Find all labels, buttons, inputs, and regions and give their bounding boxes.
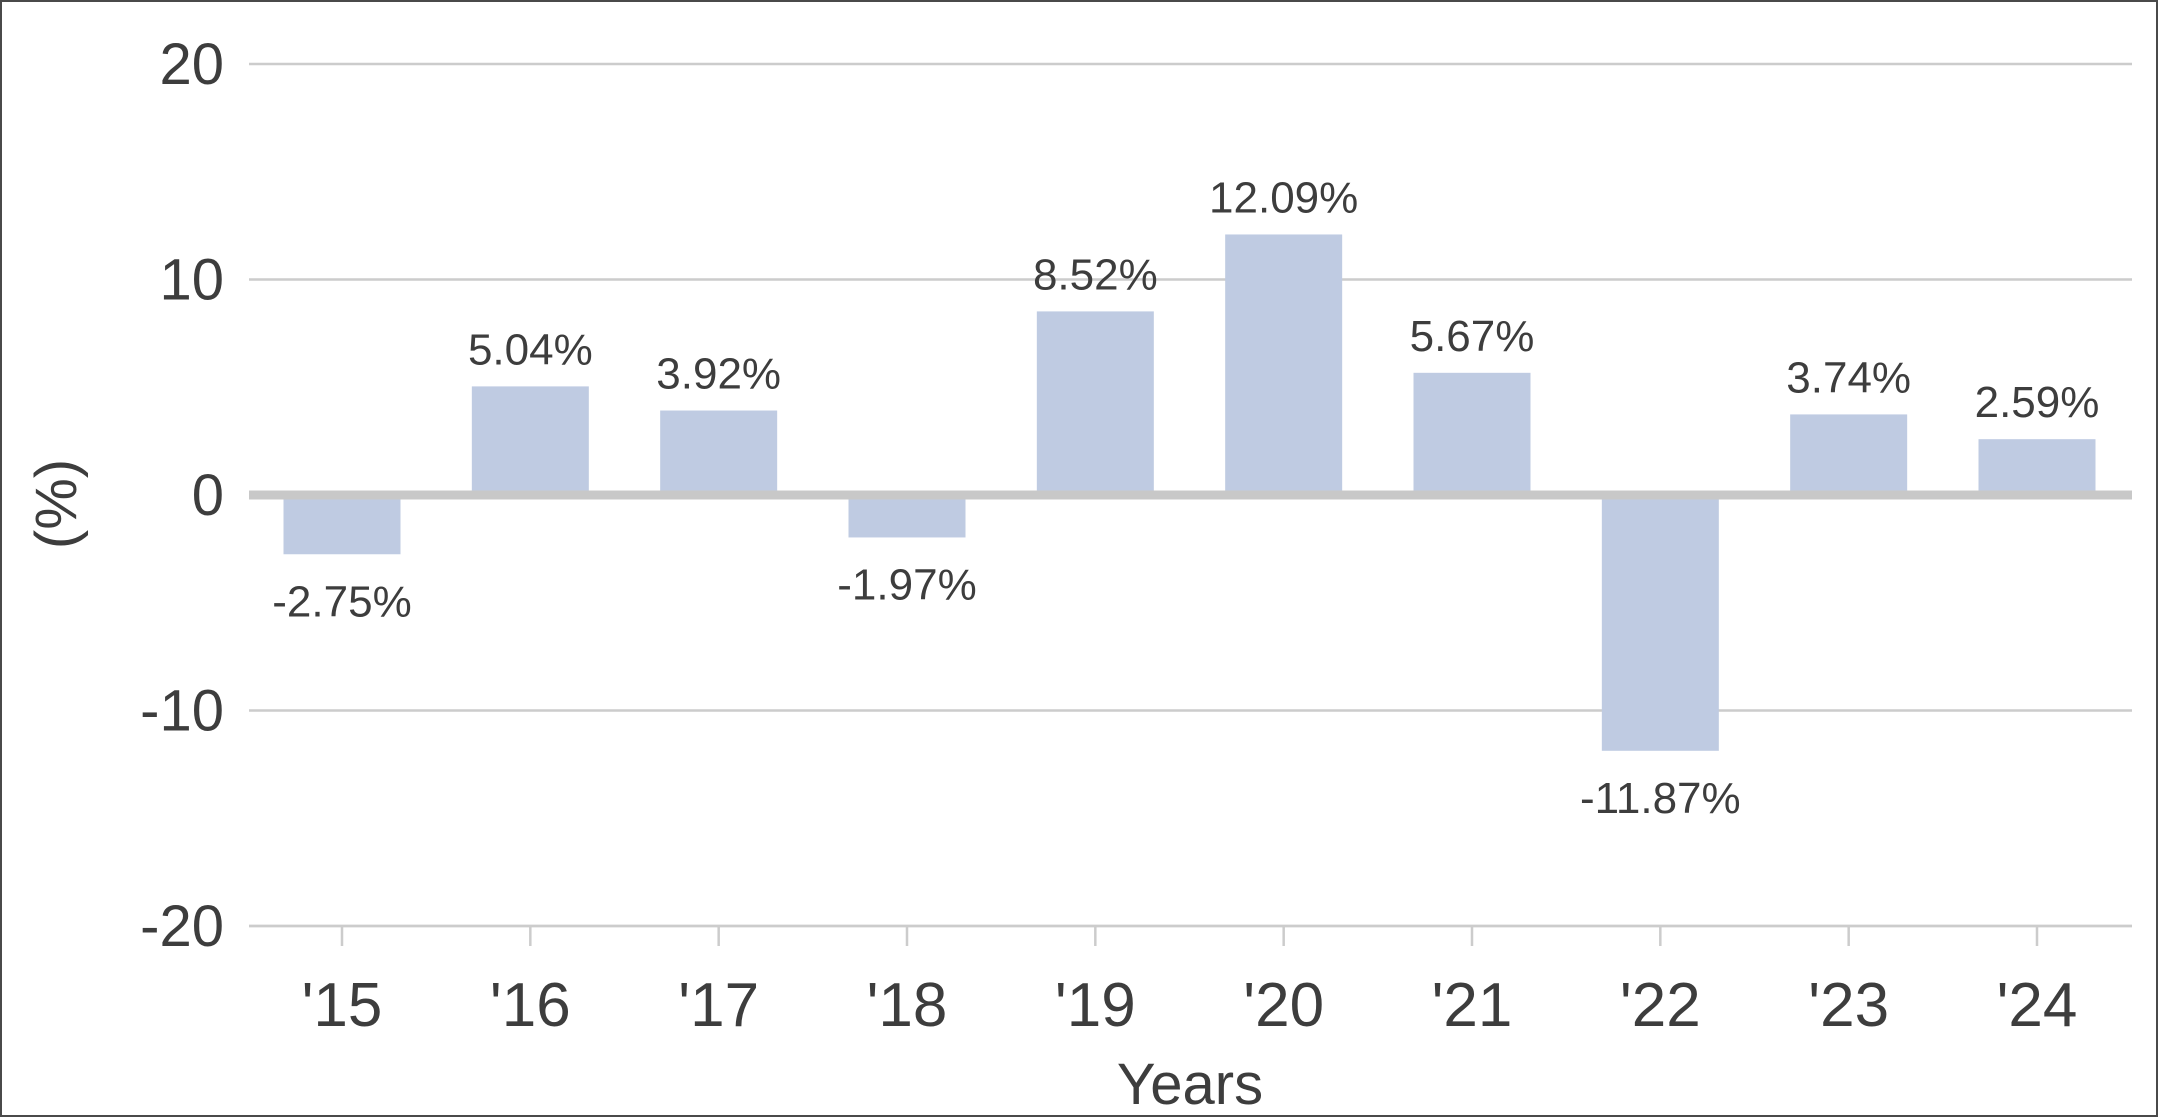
y-tick-label: 20 <box>159 32 224 97</box>
x-tick-label: '21 <box>1432 971 1513 1040</box>
data-label: 12.09% <box>1209 173 1358 222</box>
data-label: 2.59% <box>1975 378 2100 427</box>
bars <box>283 234 2096 751</box>
bar <box>471 386 589 495</box>
x-tick-label: '23 <box>1808 971 1889 1040</box>
x-axis-title: Years <box>1117 1052 1263 1117</box>
x-tick-label: '20 <box>1243 971 1324 1040</box>
x-tick-label: '19 <box>1055 971 1136 1040</box>
data-label: 3.92% <box>656 350 781 399</box>
bar <box>1790 414 1908 495</box>
x-tick-label: '24 <box>1997 971 2078 1040</box>
x-tick-label: '22 <box>1620 971 1701 1040</box>
x-tick-label: '18 <box>867 971 948 1040</box>
y-tick-label: 0 <box>192 463 224 528</box>
y-tick-label: 10 <box>159 248 224 313</box>
x-tick-label: '16 <box>490 971 571 1040</box>
data-label: 5.67% <box>1410 312 1535 361</box>
x-tick-label: '15 <box>302 971 383 1040</box>
data-labels: -2.75% 5.04% 3.92% -1.97% 8.52% 12.09% 5.67% -1… <box>272 173 2099 822</box>
y-tick-label: -10 <box>140 679 224 744</box>
y-tick-label: -20 <box>140 894 224 959</box>
bar <box>1601 495 1719 751</box>
data-label: 3.74% <box>1786 353 1911 402</box>
x-tick-label: '17 <box>678 971 759 1040</box>
data-label: 5.04% <box>468 325 593 374</box>
bar <box>848 495 966 538</box>
y-axis-title: (%) <box>24 459 89 549</box>
bar <box>1225 234 1343 495</box>
data-label: -1.97% <box>837 560 976 609</box>
data-label: 8.52% <box>1033 250 1158 299</box>
bar <box>1978 439 2096 495</box>
data-label: -2.75% <box>272 577 411 626</box>
bar <box>283 495 401 555</box>
bar <box>660 410 778 495</box>
bar <box>1036 311 1154 495</box>
axes: 20 10 0 -10 -20 '15 '16 '17 '18 '19 '20 '21 '22 '23 '2… <box>140 32 2132 1040</box>
data-label: -11.87% <box>1580 774 1741 823</box>
bar <box>1413 372 1531 495</box>
